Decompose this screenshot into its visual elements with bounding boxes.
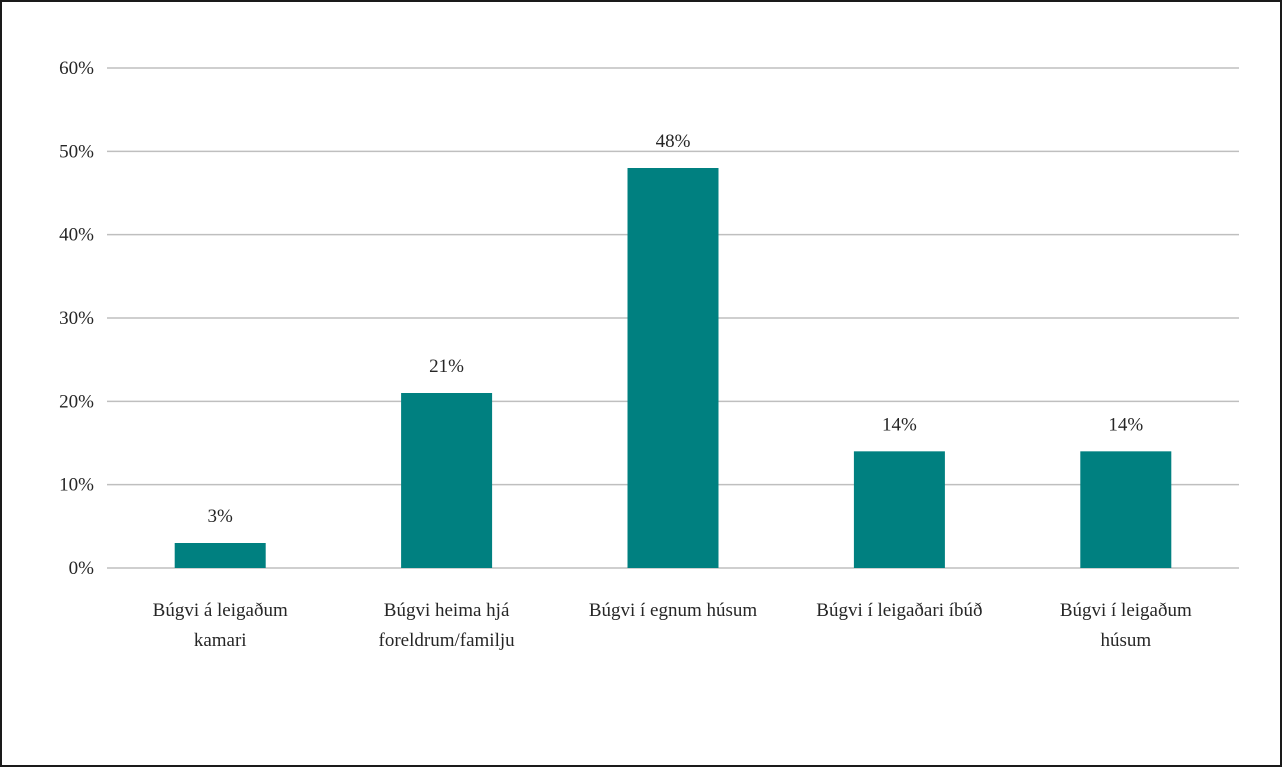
- y-tick-label: 30%: [59, 308, 94, 329]
- category-label-line: kamari: [194, 630, 247, 651]
- y-tick-label: 10%: [59, 475, 94, 496]
- data-label: 14%: [882, 414, 917, 435]
- y-tick-label: 20%: [59, 391, 94, 412]
- category-label-line: Búgvi í leigaðari íbúð: [816, 600, 982, 621]
- data-label: 48%: [656, 131, 691, 152]
- category-label: Búgvi í egnum húsum: [589, 600, 758, 621]
- bar: [854, 451, 945, 568]
- category-label-line: Búgvi á leigaðum: [153, 600, 288, 621]
- bar: [175, 543, 266, 568]
- category-label-line: Búgvi í leigaðum: [1060, 600, 1192, 621]
- data-label: 14%: [1108, 414, 1143, 435]
- y-tick-label: 0%: [69, 558, 95, 579]
- category-label-line: Búgvi í egnum húsum: [589, 600, 758, 621]
- category-label: Búgvi í leigaðari íbúð: [816, 600, 982, 621]
- data-label: 21%: [429, 356, 464, 377]
- category-label-line: húsum: [1100, 630, 1151, 651]
- bars: [175, 168, 1172, 568]
- bar: [1080, 451, 1171, 568]
- x-axis-category-labels: Búgvi á leigaðum kamari Búgvi heima hjá for…: [153, 600, 1192, 651]
- y-tick-label: 60%: [59, 58, 94, 79]
- y-tick-label: 50%: [59, 141, 94, 162]
- category-label: Búgvi heima hjá foreldrum/familju: [379, 600, 516, 651]
- data-label: 3%: [208, 506, 234, 527]
- y-tick-label: 40%: [59, 225, 94, 246]
- bar: [401, 393, 492, 568]
- bar: [628, 168, 719, 568]
- category-label-line: Búgvi heima hjá: [384, 600, 510, 621]
- category-label: Búgvi á leigaðum kamari: [153, 600, 288, 651]
- category-label-line: foreldrum/familju: [379, 630, 516, 651]
- y-axis-tick-labels: 0% 10% 20% 30% 40% 50% 60%: [59, 58, 94, 579]
- category-label: Búgvi í leigaðum húsum: [1060, 600, 1192, 651]
